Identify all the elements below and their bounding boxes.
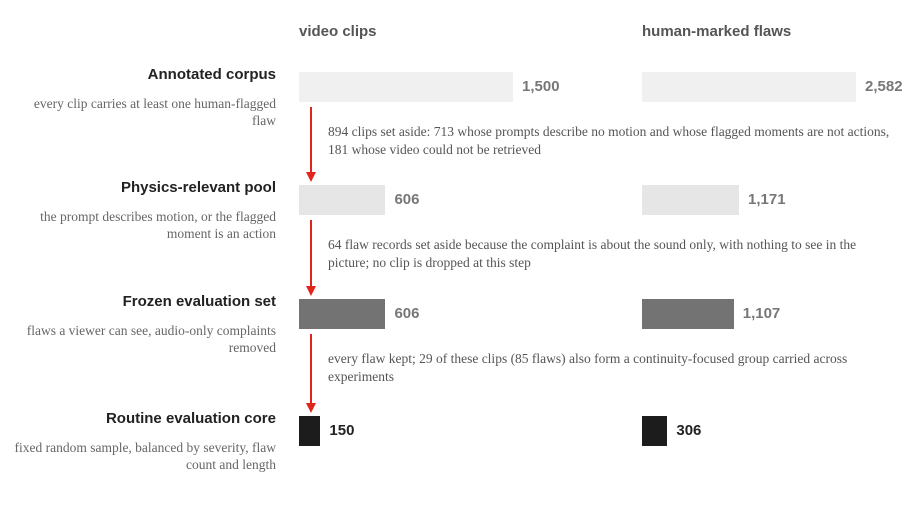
bar bbox=[299, 299, 386, 329]
column-header: video clips bbox=[299, 23, 377, 40]
stage-description: the prompt describes motion, or the flag… bbox=[40, 209, 276, 241]
stage-description: flaws a viewer can see, audio-only compl… bbox=[26, 323, 276, 355]
value-label: 1,171 bbox=[748, 191, 786, 208]
stage-title: Physics-relevant pool bbox=[120, 179, 276, 196]
value-label: 1,500 bbox=[522, 78, 560, 95]
value-label: 306 bbox=[676, 422, 702, 439]
column-header: human-marked flaws bbox=[642, 23, 792, 40]
arrow-shaft bbox=[310, 107, 312, 174]
bar bbox=[642, 185, 740, 215]
stage-title: Routine evaluation core bbox=[105, 410, 276, 427]
bar bbox=[642, 416, 668, 446]
arrow-head bbox=[306, 286, 316, 296]
bar bbox=[642, 72, 856, 102]
arrow-head bbox=[306, 172, 316, 182]
stage-description: every clip carries at least one human-fl… bbox=[33, 96, 276, 128]
step-note: 64 flaw records set aside because the co… bbox=[328, 237, 857, 270]
stage-description: fixed random sample, balanced by severit… bbox=[14, 440, 276, 472]
bar bbox=[642, 299, 734, 329]
value-label: 1,107 bbox=[742, 305, 781, 322]
bar bbox=[299, 72, 513, 102]
arrow-head bbox=[306, 403, 316, 413]
bar bbox=[299, 416, 321, 446]
step-note: 894 clips set aside: 713 whose prompts d… bbox=[328, 124, 890, 157]
value-label: 150 bbox=[329, 422, 355, 439]
step-note: every flaw kept; 29 of these clips (85 f… bbox=[328, 351, 848, 384]
value-label: 606 bbox=[394, 305, 420, 322]
arrow-shaft bbox=[310, 334, 312, 405]
stage-title: Frozen evaluation set bbox=[122, 293, 276, 310]
bar bbox=[299, 185, 386, 215]
stage-title: Annotated corpus bbox=[147, 66, 276, 83]
value-label: 2,582 bbox=[865, 78, 903, 95]
arrow-shaft bbox=[310, 220, 312, 288]
value-label: 606 bbox=[394, 191, 420, 208]
